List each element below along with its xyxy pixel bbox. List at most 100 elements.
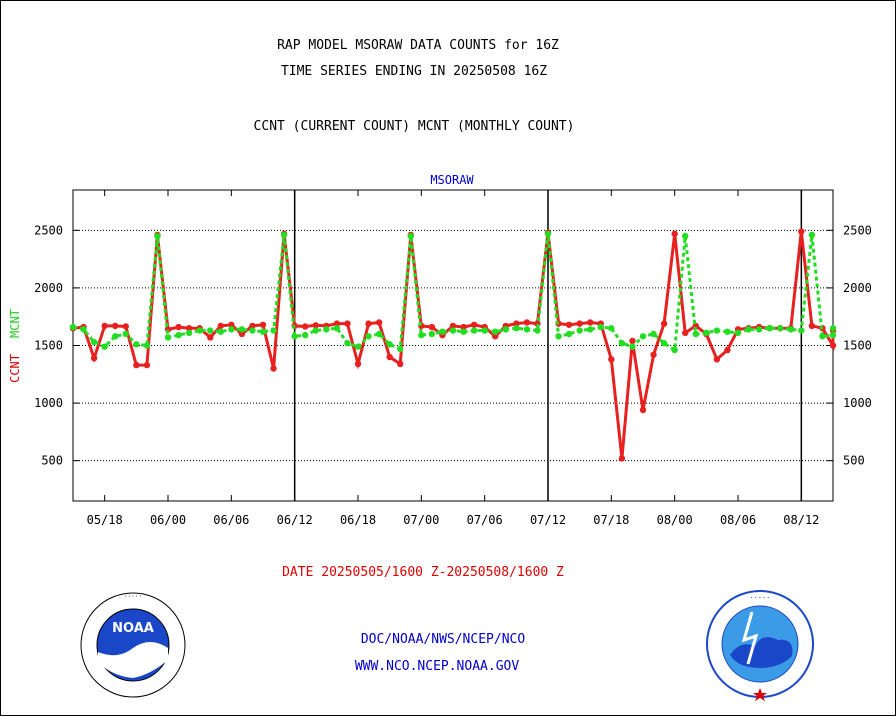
series — [69, 228, 837, 462]
data-point-ccnt — [112, 322, 119, 330]
data-point-ccnt — [513, 320, 520, 327]
data-point-mcnt — [639, 333, 647, 340]
data-point-ccnt — [660, 320, 668, 327]
xtick-label: 08/06 — [720, 513, 756, 527]
data-point-ccnt — [428, 323, 436, 331]
data-point-mcnt — [513, 325, 520, 332]
data-point-ccnt — [449, 322, 457, 330]
series-line-mcnt — [72, 233, 835, 353]
data-point-mcnt — [618, 339, 626, 347]
data-point-ccnt — [470, 321, 478, 328]
data-point-mcnt — [143, 342, 151, 349]
data-point-mcnt — [449, 327, 457, 334]
data-point-mcnt — [302, 331, 309, 339]
data-point-mcnt — [418, 331, 425, 339]
xtick-label: 06/12 — [277, 513, 313, 527]
data-point-mcnt — [660, 339, 668, 347]
data-point-ccnt — [375, 319, 383, 326]
data-point-ccnt — [122, 323, 129, 330]
data-point-ccnt — [270, 365, 277, 372]
data-point-ccnt — [259, 321, 267, 328]
data-point-mcnt — [280, 231, 288, 239]
data-point-mcnt — [650, 330, 657, 338]
data-point-ccnt — [618, 455, 626, 462]
data-point-mcnt — [354, 343, 362, 350]
ytick-label-left: 2500 — [34, 223, 63, 237]
data-point-mcnt — [259, 328, 267, 335]
data-point-ccnt — [829, 342, 837, 349]
data-point-mcnt — [175, 331, 182, 339]
data-point-ccnt — [650, 351, 657, 358]
date-range-label: DATE 20250505/1600 Z-20250508/1600 Z — [282, 565, 564, 580]
noaa-logo-text: NOAA — [112, 621, 154, 636]
data-point-mcnt — [587, 326, 594, 333]
data-point-ccnt — [565, 321, 573, 328]
data-point-mcnt — [755, 326, 763, 333]
grid — [73, 190, 833, 501]
data-point-mcnt — [576, 327, 583, 334]
data-point-ccnt — [576, 320, 583, 327]
data-point-ccnt — [492, 333, 499, 340]
data-point-mcnt — [133, 341, 140, 348]
data-point-mcnt — [228, 326, 235, 333]
data-point-mcnt — [481, 327, 488, 334]
data-point-mcnt — [734, 329, 742, 337]
data-point-mcnt — [112, 333, 119, 340]
series-mcnt — [69, 230, 837, 354]
data-point-ccnt — [397, 360, 404, 368]
data-point-mcnt — [375, 330, 383, 338]
credit-line-2: WWW.NCO.NCEP.NOAA.GOV — [354, 659, 520, 674]
data-point-ccnt — [587, 319, 594, 326]
data-point-mcnt — [534, 327, 541, 334]
data-point-mcnt — [460, 328, 467, 335]
data-point-ccnt — [101, 322, 108, 330]
data-point-mcnt — [713, 327, 721, 334]
data-point-ccnt — [90, 354, 98, 362]
data-point-ccnt — [312, 322, 319, 329]
ytick-label-left: 1500 — [34, 339, 63, 353]
xtick-label: 06/18 — [340, 513, 376, 527]
data-point-mcnt — [312, 327, 319, 334]
data-point-mcnt — [164, 334, 172, 341]
ytick-label-left: 500 — [41, 454, 63, 468]
data-point-ccnt — [354, 360, 362, 368]
data-point-mcnt — [122, 330, 129, 338]
svg-text:·····: ····· — [749, 594, 770, 602]
data-point-mcnt — [154, 232, 161, 240]
data-point-ccnt — [724, 346, 731, 354]
y-tick-labels-left: 500 1000 1500 2000 2500 — [34, 223, 63, 467]
data-point-ccnt — [365, 320, 372, 327]
data-point-ccnt — [333, 320, 341, 327]
data-point-mcnt — [523, 326, 531, 333]
data-point-mcnt — [80, 326, 87, 333]
ylabel-mcnt: MCNT — [8, 309, 22, 338]
data-point-mcnt — [196, 327, 203, 334]
data-point-mcnt — [766, 325, 773, 332]
ytick-label-right: 2000 — [843, 281, 872, 295]
data-point-mcnt — [207, 327, 214, 334]
data-point-ccnt — [608, 356, 615, 363]
chart-title-line3: CCNT (CURRENT COUNT) MCNT (MONTHLY COUNT… — [253, 119, 575, 134]
x-tick-labels: 05/18 06/00 06/06 06/12 06/18 07/00 07/06 07/12… — [87, 513, 820, 527]
data-point-mcnt — [185, 329, 193, 337]
data-point-mcnt — [428, 330, 436, 338]
data-point-mcnt — [217, 328, 224, 335]
data-point-mcnt — [597, 323, 604, 331]
data-point-mcnt — [703, 329, 710, 337]
data-point-ccnt — [175, 323, 182, 331]
ytick-label-right: 1500 — [843, 339, 872, 353]
data-point-mcnt — [238, 326, 246, 333]
data-point-mcnt — [470, 327, 478, 334]
ytick-label-right: 500 — [843, 454, 865, 468]
data-point-ccnt — [629, 337, 636, 345]
y-tick-labels-right: 500 1000 1500 2000 2500 — [843, 223, 872, 467]
data-point-mcnt — [671, 346, 678, 354]
data-point-mcnt — [270, 327, 277, 334]
chart-title-line1: RAP MODEL MSORAW DATA COUNTS for 16Z — [277, 38, 559, 53]
data-point-mcnt — [365, 333, 372, 340]
data-point-mcnt — [829, 325, 837, 332]
data-point-ccnt — [386, 353, 393, 361]
data-point-ccnt — [671, 230, 678, 237]
data-point-mcnt — [397, 345, 404, 353]
data-point-mcnt — [777, 325, 784, 332]
